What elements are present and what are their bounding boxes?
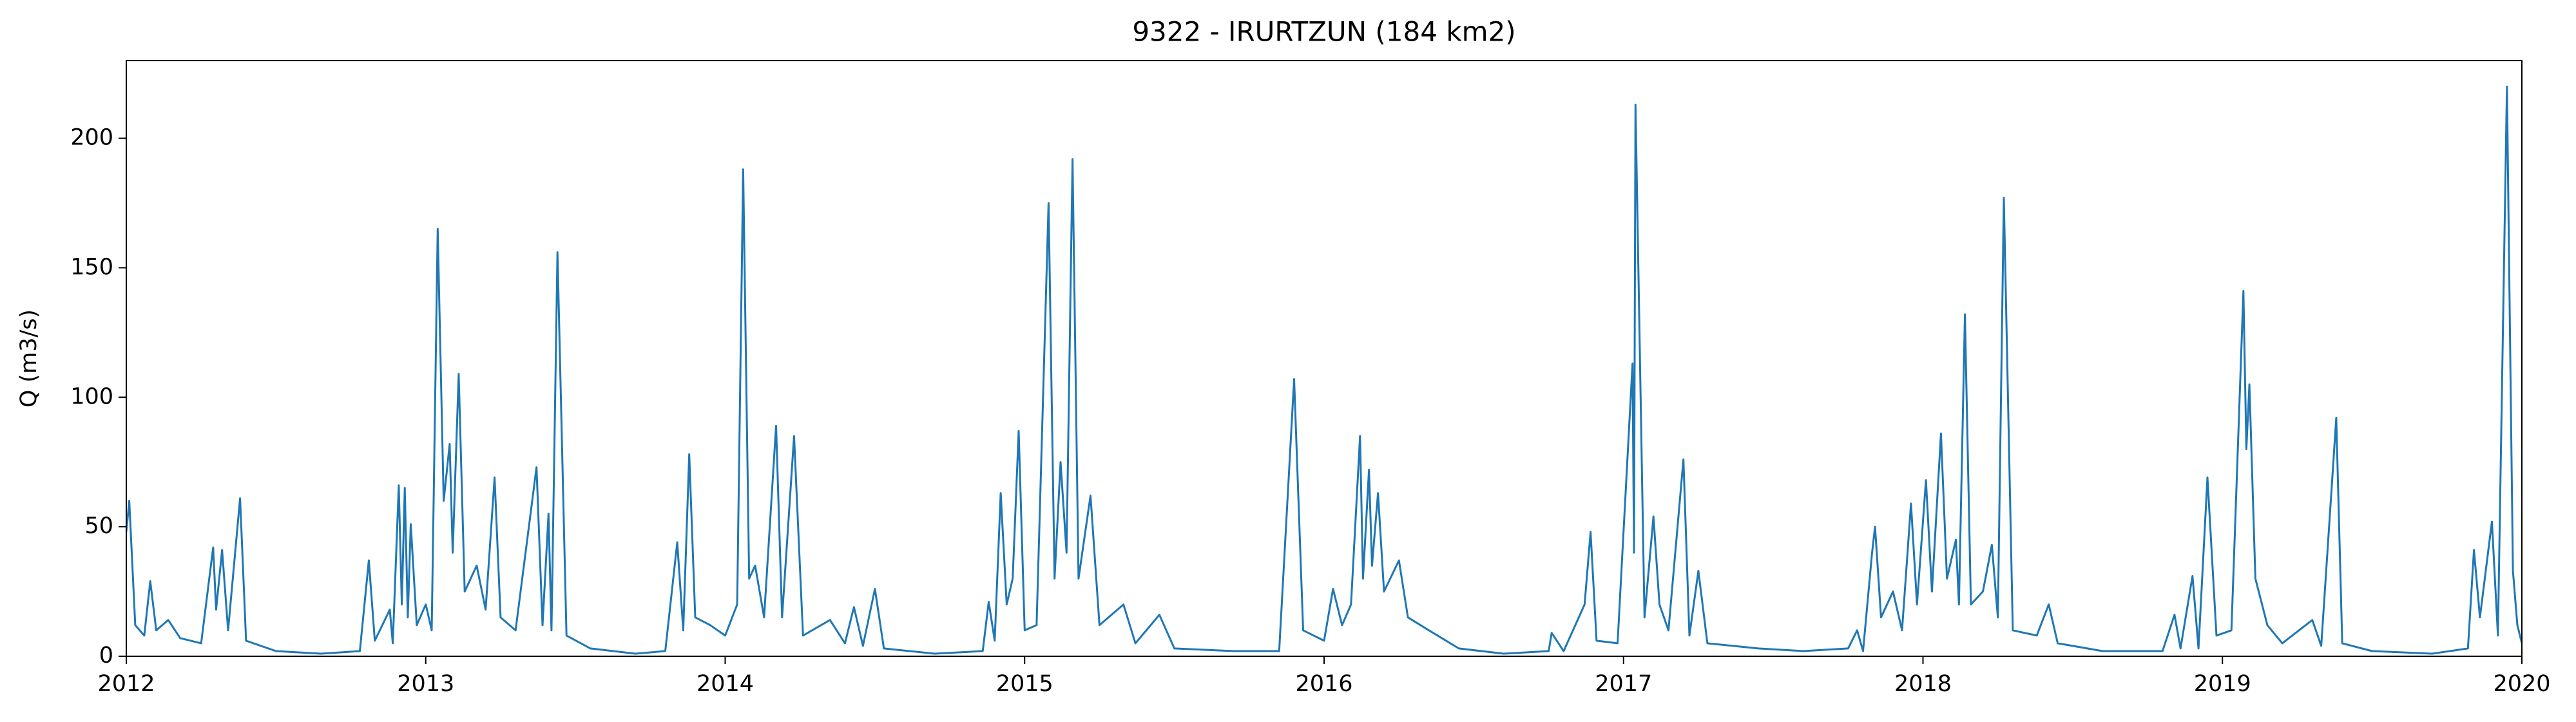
y-tick-label: 0	[99, 643, 113, 668]
data-line	[126, 85, 2522, 655]
y-tick-label: 100	[70, 384, 113, 409]
x-tick-label: 2015	[996, 671, 1053, 697]
x-tick-label: 2018	[1894, 671, 1952, 697]
x-tick-label: 2012	[97, 671, 155, 697]
y-tick-label: 200	[70, 125, 113, 151]
y-tick-label: 50	[84, 513, 113, 539]
chart-title: 9322 - IRURTZUN (184 km2)	[1132, 16, 1515, 48]
y-tick-label: 150	[70, 254, 113, 280]
y-axis-label: Q (m3/s)	[16, 309, 42, 407]
x-tick-label: 2014	[697, 671, 754, 697]
x-tick-label: 2019	[2194, 671, 2251, 697]
x-tick-label: 2013	[397, 671, 454, 697]
x-tick-label: 2017	[1595, 671, 1652, 697]
plot-frame	[126, 60, 2523, 657]
x-tick-label: 2016	[1295, 671, 1352, 697]
x-tick-label: 2020	[2493, 671, 2550, 697]
